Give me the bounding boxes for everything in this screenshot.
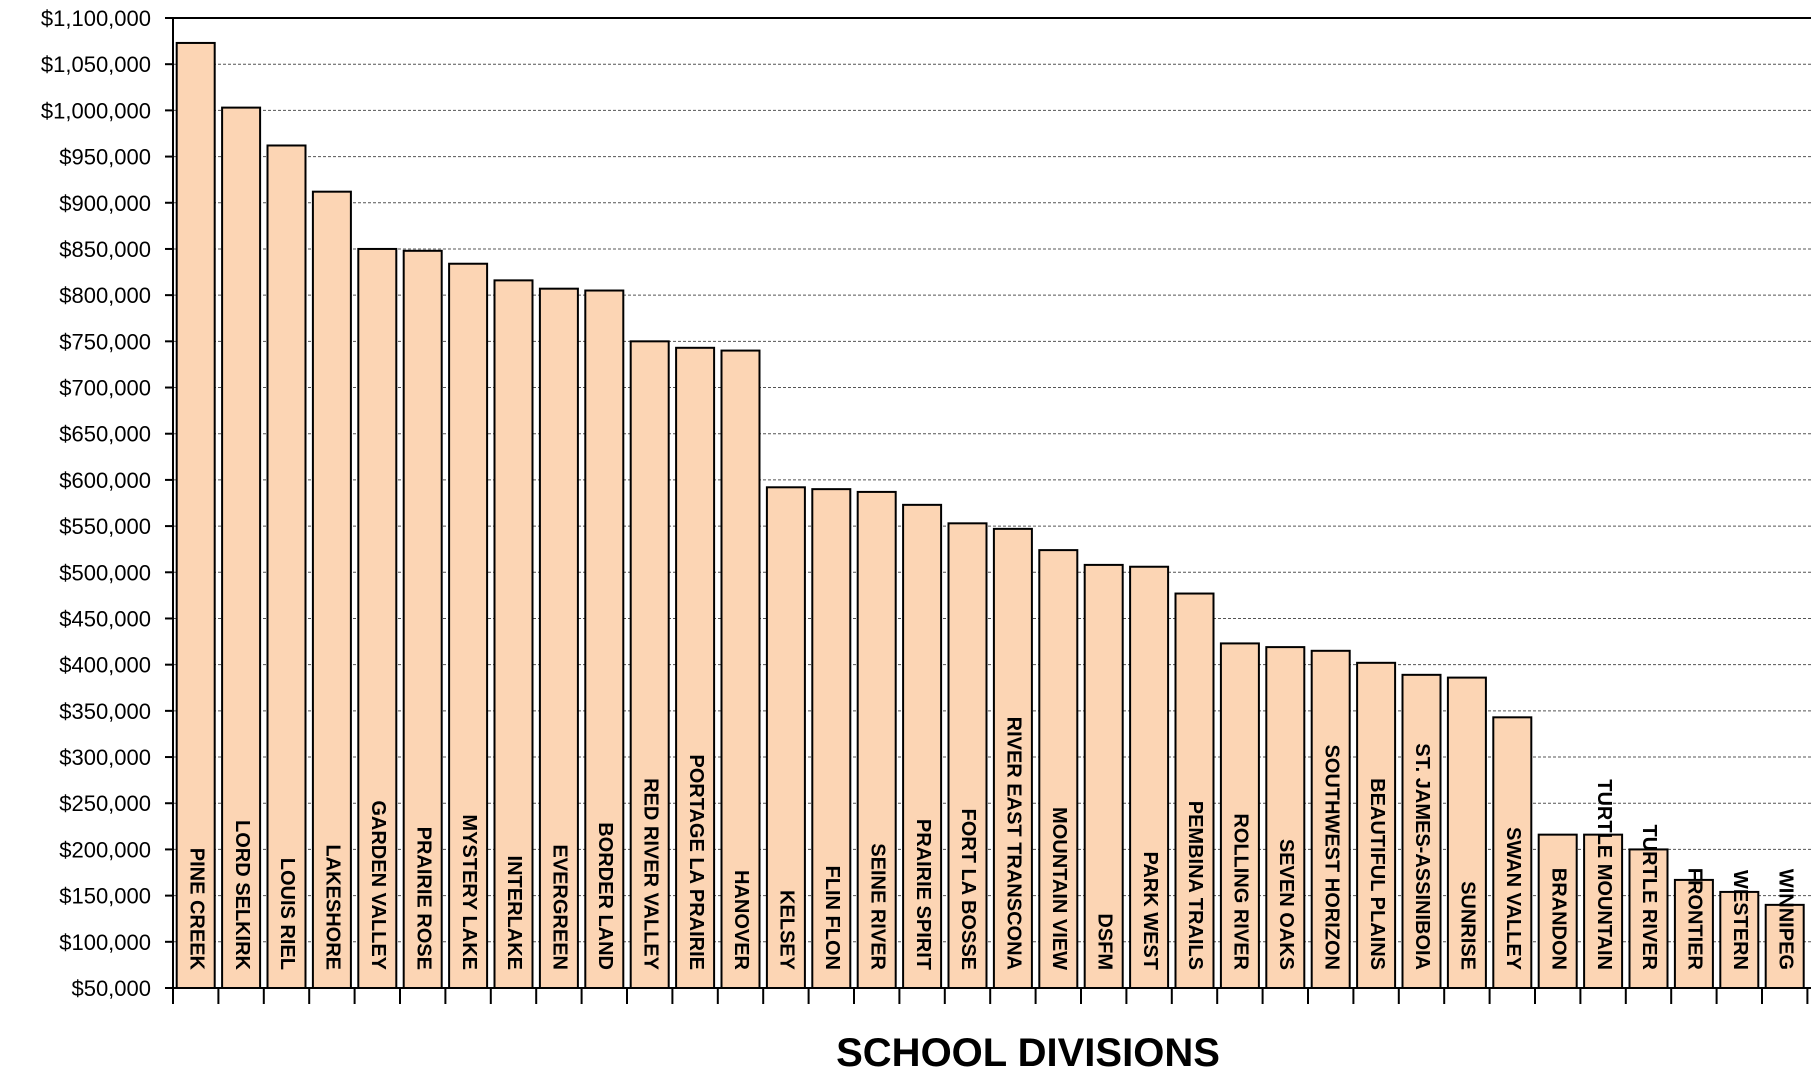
bar-category-label: KELSEY <box>776 890 798 971</box>
bar <box>538 287 579 989</box>
bar-category-label: SUNRISE <box>1457 881 1479 970</box>
y-tick-label: $350,000 <box>59 699 151 724</box>
bar-category-label: PORTAGE LA PRAIRIE <box>685 754 707 970</box>
bar-category-label: SOUTHWEST HORIZON <box>1320 744 1342 970</box>
bar-category-label: SEINE RIVER <box>866 843 888 970</box>
bar-category-label: MYSTERY LAKE <box>458 814 480 970</box>
y-tick-label: $150,000 <box>59 884 151 909</box>
axes <box>165 17 1811 1004</box>
y-tick-label: $700,000 <box>59 376 151 401</box>
bar-category-label: BRANDON <box>1547 868 1569 970</box>
y-tick-label: $600,000 <box>59 468 151 493</box>
bar-category-label: WESTERN <box>1729 870 1751 970</box>
bar <box>493 279 534 990</box>
bar-category-label: PRAIRIE SPIRIT <box>912 819 934 970</box>
bar <box>720 349 761 990</box>
bar-category-label: LAKESHORE <box>322 844 344 970</box>
bar-category-label: PARK WEST <box>1139 851 1161 970</box>
bar-category-label: LOUIS RIEL <box>276 858 298 970</box>
y-tick-label: $650,000 <box>59 422 151 447</box>
bar <box>1038 549 1079 989</box>
bar <box>1628 848 1669 990</box>
x-axis-label: SCHOOL DIVISIONS <box>836 1031 1220 1073</box>
bar-category-label: SWAN VALLEY <box>1502 827 1524 971</box>
bar-category-label: HANOVER <box>730 870 752 971</box>
bar-category-label: ROLLING RIVER <box>1230 813 1252 970</box>
y-tick-label: $300,000 <box>59 745 151 770</box>
bar-category-label: INTERLAKE <box>503 856 525 970</box>
bar <box>992 527 1033 989</box>
y-tick-label: $450,000 <box>59 606 151 631</box>
bar <box>675 346 716 989</box>
y-axis-tick-labels: $50,000 $100,000 $150,000 $200,000 $250,000 $… <box>41 6 151 1001</box>
bar-category-label: TURTLE RIVER <box>1638 824 1660 970</box>
y-tick-label: $50,000 <box>71 976 151 1001</box>
bar <box>629 340 670 990</box>
y-tick-label: $500,000 <box>59 560 151 585</box>
bar-category-label: FLIN FLON <box>821 866 843 970</box>
bar-category-label: RED RIVER VALLEY <box>639 778 661 971</box>
bar-category-label: DSFM <box>1093 913 1115 970</box>
bar-category-label: SEVEN OAKS <box>1275 839 1297 970</box>
y-tick-label: $250,000 <box>59 791 151 816</box>
bar <box>1401 673 1442 989</box>
y-tick-label: $1,100,000 <box>41 6 151 31</box>
y-tick-label: $400,000 <box>59 653 151 678</box>
bar <box>765 486 806 989</box>
bar-category-label: RIVER EAST TRANSCONA <box>1003 717 1025 970</box>
bar <box>1356 661 1397 989</box>
bar-category-label: GARDEN VALLEY <box>367 800 389 970</box>
y-tick-label: $950,000 <box>59 145 151 170</box>
bar-category-label: PRAIRIE ROSE <box>412 827 434 970</box>
bar-category-label: BEAUTIFUL PLAINS <box>1366 778 1388 970</box>
bar <box>1719 890 1760 990</box>
bar-category-label: BORDER LAND <box>594 822 616 970</box>
bar <box>311 190 352 989</box>
bar <box>902 503 943 989</box>
bar <box>1446 676 1487 989</box>
y-tick-label: $1,050,000 <box>41 52 151 77</box>
bar-category-label: LORD SELKIRK <box>231 820 253 971</box>
bar-category-label: EVERGREEN <box>549 844 571 970</box>
bar-category-label: TURTLE MOUNTAIN <box>1593 779 1615 970</box>
bar-category-label: ST. JAMES-ASSINIBOIA <box>1411 743 1433 970</box>
bar <box>266 144 307 989</box>
y-tick-label: $750,000 <box>59 329 151 354</box>
bar <box>175 41 216 989</box>
y-tick-label: $550,000 <box>59 514 151 539</box>
bar <box>1083 563 1124 990</box>
y-tick-label: $850,000 <box>59 237 151 262</box>
bar-category-label: FRONTIER <box>1684 868 1706 971</box>
bar <box>1764 903 1805 989</box>
bar <box>402 249 443 990</box>
bar-category-label: PINE CREEK <box>185 848 207 971</box>
bar <box>1174 592 1215 989</box>
bar <box>1492 716 1533 989</box>
bar <box>357 247 398 989</box>
y-tick-label: $200,000 <box>59 837 151 862</box>
bar-category-label: MOUNTAIN VIEW <box>1048 807 1070 970</box>
y-tick-label: $1,000,000 <box>41 98 151 123</box>
bar <box>1583 833 1624 990</box>
bar-category-label: PEMBINA TRAILS <box>1184 801 1206 970</box>
y-tick-label: $800,000 <box>59 283 151 308</box>
bar <box>1219 642 1260 990</box>
bar-labels: PINE CREEK LORD SELKIRK LOUIS RIEL LAKESHOR… <box>185 717 1796 971</box>
bar-category-label: WINNIPEG <box>1774 869 1796 970</box>
bar-category-label: FORT LA BOSSE <box>957 809 979 970</box>
y-tick-label: $900,000 <box>59 191 151 216</box>
y-tick-label: $100,000 <box>59 930 151 955</box>
